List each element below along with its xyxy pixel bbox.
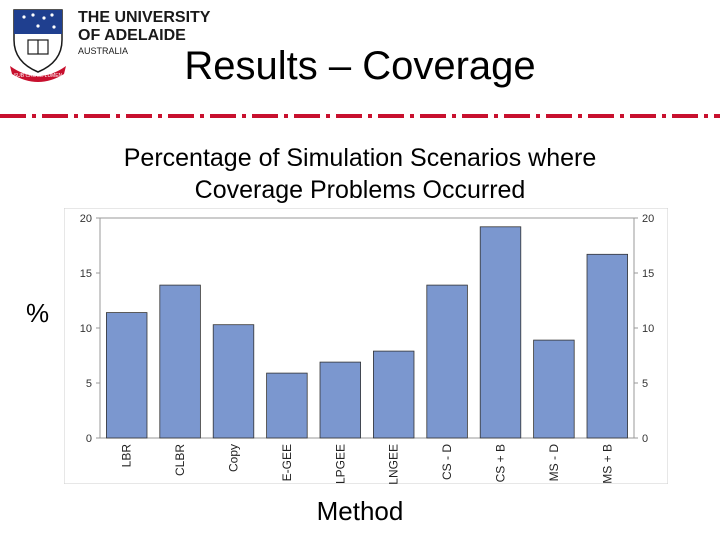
- y-tick-label-left: 10: [80, 323, 92, 335]
- bar-lngee: [373, 350, 415, 439]
- bar-lpgee: [319, 361, 361, 439]
- y-tick-label-right: 10: [642, 323, 654, 335]
- x-tick-label: MS + B: [600, 444, 614, 484]
- x-tick-label: Copy: [227, 444, 241, 472]
- bar-ms-b: [586, 253, 628, 439]
- x-axis-label: Method: [316, 496, 404, 526]
- bar-lbr: [106, 312, 148, 439]
- logo-line1: THE UNIVERSITY: [78, 9, 211, 26]
- x-tick-label: CS - D: [440, 444, 454, 480]
- x-tick-label: LNGEE: [387, 444, 401, 484]
- y-tick-label-left: 5: [86, 378, 92, 390]
- university-crest-icon: SUB CRUCE LUMEN: [10, 9, 66, 82]
- bar-clbr: [159, 284, 201, 439]
- y-tick-label-left: 20: [80, 213, 92, 225]
- x-tick-label: LPGEE: [333, 444, 347, 484]
- y-axis-label: %: [26, 298, 50, 328]
- x-tick-label: CLBR: [173, 444, 187, 476]
- chart-subtitle: Percentage of Simulation Scenarios where…: [0, 142, 720, 206]
- x-tick-label: CS + B: [494, 444, 508, 482]
- title-divider: [0, 114, 720, 118]
- logo-motto: SUB CRUCE LUMEN: [14, 73, 63, 79]
- logo-line3: AUSTRALIA: [78, 46, 129, 56]
- y-tick-label-left: 15: [80, 268, 92, 280]
- x-tick-label: E-GEE: [280, 444, 294, 481]
- bar-ms-d: [533, 339, 575, 439]
- bar-copy: [212, 324, 255, 439]
- y-tick-label-right: 0: [642, 433, 648, 445]
- x-tick-label: MS - D: [547, 444, 561, 482]
- chart-subtitle-line2: Coverage Problems Occurred: [194, 176, 526, 204]
- x-tick-label: LBR: [120, 444, 134, 468]
- y-tick-label-left: 0: [86, 433, 92, 445]
- bar-cs-d: [426, 284, 468, 439]
- y-tick-label-right: 20: [642, 213, 654, 225]
- y-tick-label-right: 5: [642, 378, 648, 390]
- y-tick-label-right: 15: [642, 268, 654, 280]
- slide-title: Results – Coverage: [184, 44, 536, 88]
- bar-cs-b: [479, 226, 522, 439]
- bar-chart: 0 0 5 5 10 10 15 15 20 20 LBR CLBR Copy E-GEE LPGEE LNG…: [64, 208, 668, 484]
- logo-line2: OF ADELAIDE: [78, 27, 186, 44]
- bar-e-gee: [266, 372, 308, 439]
- chart-subtitle-line1: Percentage of Simulation Scenarios where: [123, 144, 597, 172]
- university-logo: SUB CRUCE LUMEN THE UNIVERSITY OF ADELAI…: [8, 6, 210, 82]
